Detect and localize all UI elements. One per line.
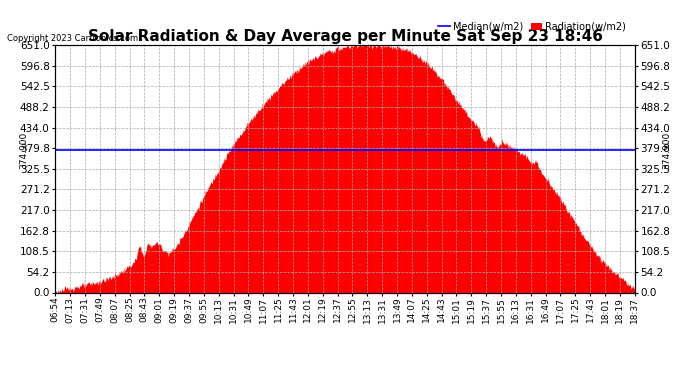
- Text: 374.900: 374.900: [19, 131, 28, 169]
- Text: 374.900: 374.900: [662, 131, 671, 169]
- Legend: Median(w/m2), Radiation(w/m2): Median(w/m2), Radiation(w/m2): [434, 18, 630, 36]
- Title: Solar Radiation & Day Average per Minute Sat Sep 23 18:46: Solar Radiation & Day Average per Minute…: [88, 29, 602, 44]
- Text: Copyright 2023 Cartronics.com: Copyright 2023 Cartronics.com: [7, 34, 138, 43]
